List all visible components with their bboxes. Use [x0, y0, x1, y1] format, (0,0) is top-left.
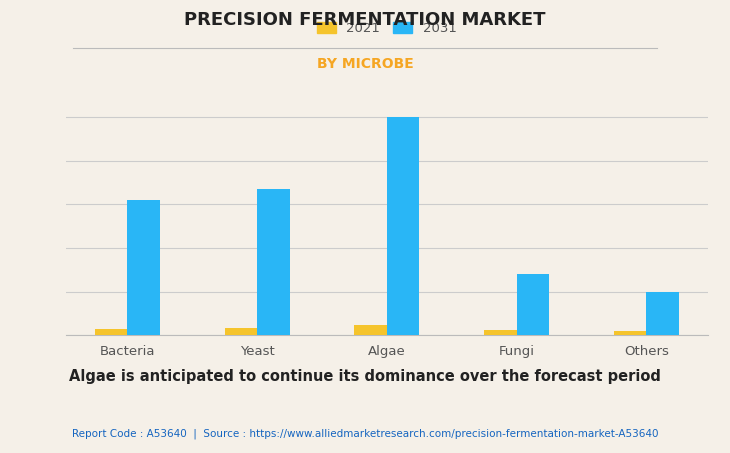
Legend: 2021, 2031: 2021, 2031 — [312, 17, 461, 40]
Bar — [387, 117, 419, 335]
Bar — [614, 331, 647, 335]
Bar — [517, 274, 549, 335]
Text: BY MICROBE: BY MICROBE — [317, 57, 413, 71]
Text: Algae is anticipated to continue its dominance over the forecast period: Algae is anticipated to continue its dom… — [69, 369, 661, 384]
Bar — [355, 325, 387, 335]
Text: PRECISION FERMENTATION MARKET: PRECISION FERMENTATION MARKET — [184, 11, 546, 29]
Bar — [257, 189, 290, 335]
Bar — [127, 200, 160, 335]
Bar — [225, 328, 257, 335]
Bar — [484, 330, 517, 335]
Bar — [95, 329, 127, 335]
Text: Report Code : A53640  |  Source : https://www.alliedmarketresearch.com/precision: Report Code : A53640 | Source : https://… — [72, 428, 658, 439]
Bar — [647, 292, 679, 335]
